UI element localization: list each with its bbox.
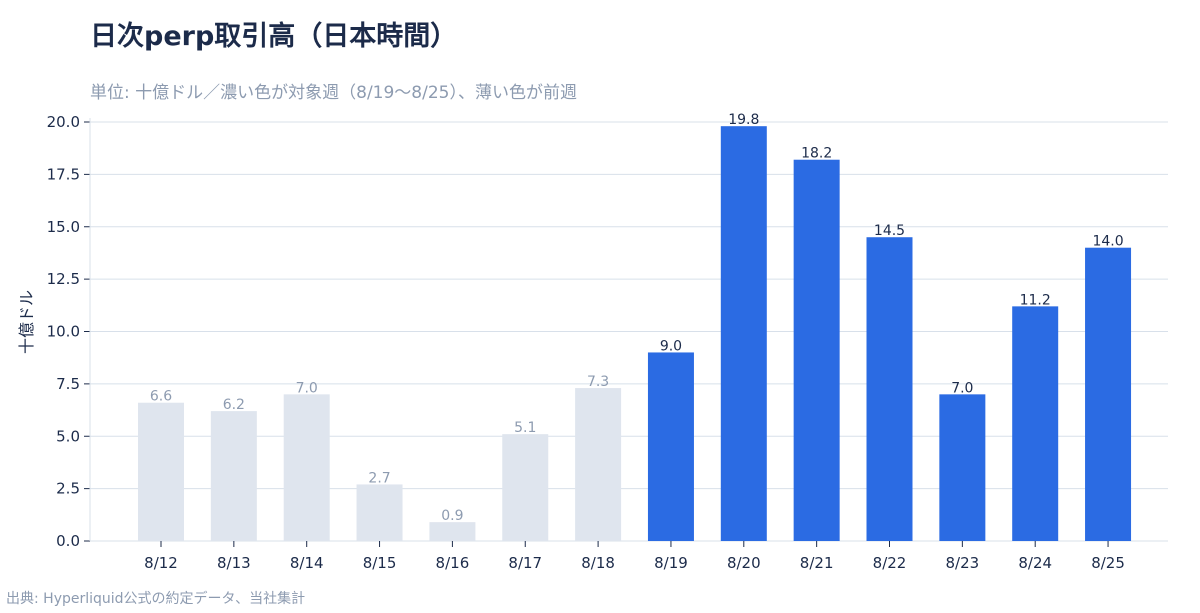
x-tick-label: 8/13 <box>217 554 251 572</box>
x-tick-label: 8/12 <box>144 554 178 572</box>
chart-title: 日次perp取引高（日本時間） <box>90 21 458 52</box>
x-tick-label: 8/14 <box>290 554 324 572</box>
data-label: 7.3 <box>587 374 609 390</box>
bar-previous-week <box>575 388 622 541</box>
x-tick-label: 8/21 <box>800 554 834 572</box>
y-tick-label: 12.5 <box>47 270 80 288</box>
bars <box>138 126 1132 541</box>
data-label: 18.2 <box>801 146 832 162</box>
x-tick-label: 8/25 <box>1091 554 1125 572</box>
bar-previous-week <box>138 402 184 541</box>
x-tick-label: 8/18 <box>581 554 615 572</box>
data-label: 6.6 <box>150 389 172 405</box>
x-tick-label: 8/17 <box>508 554 542 572</box>
y-tick-label: 20.0 <box>47 113 80 131</box>
data-label: 11.2 <box>1020 292 1051 308</box>
bar-current-week <box>793 159 840 541</box>
bar-previous-week <box>283 394 330 541</box>
data-label: 7.0 <box>296 380 318 396</box>
x-tick-label: 8/20 <box>727 554 761 572</box>
x-tick-label: 8/16 <box>436 554 470 572</box>
chart-subtitle: 単位: 十億ドル／濃い色が対象週（8/19〜8/25）、薄い色が前週 <box>90 83 577 103</box>
axes: 0.0 2.5 5.0 7.5 10.0 12.5 15.0 17.5 20.0 8/12 8/13… <box>47 113 1125 572</box>
data-label: 7.0 <box>951 380 973 396</box>
bar-previous-week <box>429 522 476 541</box>
bar-previous-week <box>210 411 257 541</box>
x-tick-label: 8/19 <box>654 554 688 572</box>
grid-lines <box>90 121 1168 542</box>
y-tick-label: 7.5 <box>56 375 80 393</box>
bar-current-week <box>1012 306 1059 541</box>
y-tick-label: 5.0 <box>56 427 80 445</box>
bar-chart: 0.0 2.5 5.0 7.5 10.0 12.5 15.0 17.5 20.0 8/12 8/13… <box>17 112 1168 572</box>
bar-previous-week <box>356 484 403 541</box>
data-label: 2.7 <box>368 470 390 486</box>
data-label: 6.2 <box>223 397 245 413</box>
source-note: 出典: Hyperliquid公式の約定データ、当社集計 <box>6 591 306 607</box>
bar-current-week <box>866 237 913 541</box>
x-tick-label: 8/24 <box>1018 554 1052 572</box>
x-tick-label: 8/15 <box>363 554 397 572</box>
bar-current-week <box>647 352 694 541</box>
y-tick-label: 15.0 <box>47 218 80 236</box>
data-label: 19.8 <box>728 112 759 128</box>
y-tick-label: 0.0 <box>56 532 80 550</box>
y-tick-label: 10.0 <box>47 323 80 341</box>
y-tick-label: 17.5 <box>47 165 80 183</box>
data-label: 14.5 <box>874 223 905 239</box>
data-label: 0.9 <box>441 508 463 524</box>
data-label: 5.1 <box>514 420 536 436</box>
data-labels: 6.6 6.2 7.0 2.7 0.9 5.1 7.3 9.0 19.8 18.2 14.5 7.0 1… <box>150 112 1124 524</box>
data-label: 9.0 <box>660 338 682 354</box>
data-label: 14.0 <box>1092 234 1123 250</box>
y-tick-label: 2.5 <box>56 480 80 498</box>
x-tick-label: 8/23 <box>946 554 980 572</box>
x-tick-label: 8/22 <box>873 554 907 572</box>
bar-current-week <box>720 126 767 541</box>
y-axis-label: 十億ドル <box>17 290 36 354</box>
bar-previous-week <box>502 434 549 541</box>
bar-current-week <box>939 394 986 541</box>
bar-current-week <box>1085 247 1132 541</box>
